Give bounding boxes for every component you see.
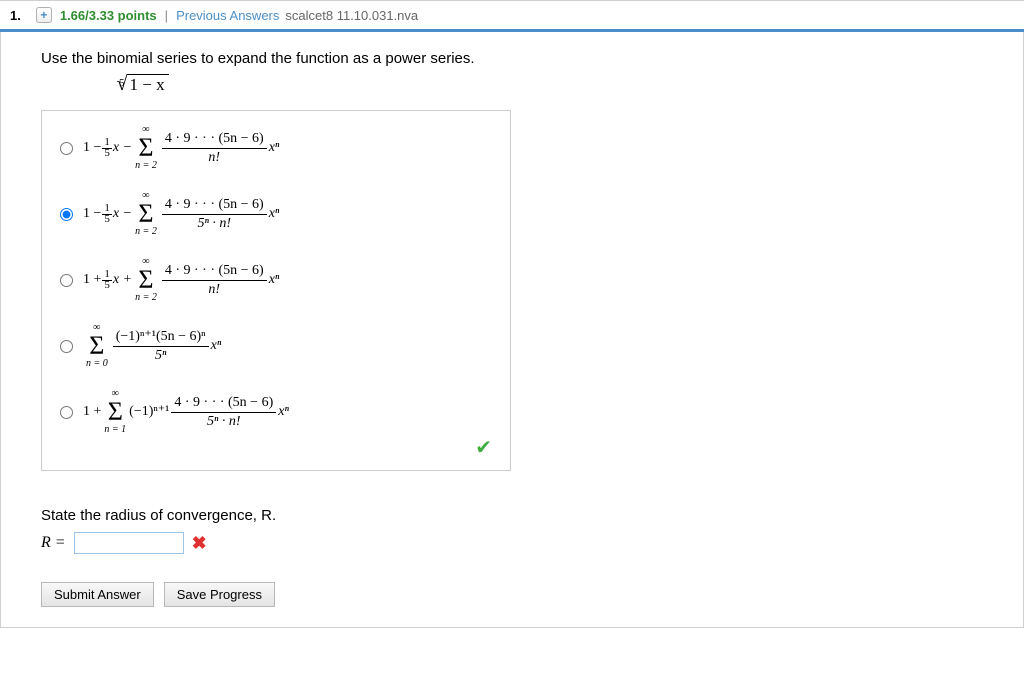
x-icon: ✖ <box>192 533 207 554</box>
choice-a-radio[interactable] <box>60 142 73 155</box>
sigma-icon: ∞Σn = 2 <box>135 125 157 171</box>
radius-input[interactable] <box>74 532 184 554</box>
sigma-icon: ∞Σn = 2 <box>135 191 157 237</box>
part1-prompt: Use the binomial series to expand the fu… <box>41 50 993 67</box>
choice-e[interactable]: 1 + ∞Σn = 1 (−1)ⁿ⁺¹ 4 · 9 · · · (5n − 6)… <box>60 389 492 435</box>
points-earned: 1.66/3.33 points <box>60 8 157 23</box>
button-row: Submit Answer Save Progress <box>41 582 993 607</box>
assignment-code: scalcet8 11.10.031.nva <box>285 8 418 23</box>
choice-a[interactable]: 1 − 15 x − ∞Σn = 2 4 · 9 · · · (5n − 6)n… <box>60 125 492 171</box>
choice-b-radio[interactable] <box>60 208 73 221</box>
given-expression: 5√1 − x <box>111 73 993 96</box>
radius-label: R = <box>41 534 66 552</box>
question-number: 1. <box>10 8 21 23</box>
sigma-icon: ∞Σn = 0 <box>86 323 108 369</box>
question-body: Use the binomial series to expand the fu… <box>0 32 1024 628</box>
question-header: 1. + 1.66/3.33 points | Previous Answers… <box>0 0 1024 32</box>
choice-b[interactable]: 1 − 15 x − ∞Σn = 2 4 · 9 · · · (5n − 6)5… <box>60 191 492 237</box>
root-radicand: 1 − x <box>127 74 168 94</box>
choice-d-radio[interactable] <box>60 340 73 353</box>
previous-answers-link[interactable]: Previous Answers <box>176 8 279 23</box>
part1-feedback: ✔ <box>60 435 492 460</box>
choice-c[interactable]: 1 + 15 x + ∞Σn = 2 4 · 9 · · · (5n − 6)n… <box>60 257 492 303</box>
submit-answer-button[interactable]: Submit Answer <box>41 582 154 607</box>
choice-c-radio[interactable] <box>60 274 73 287</box>
separator: | <box>165 8 168 23</box>
part2-prompt: State the radius of convergence, R. <box>41 507 993 524</box>
sigma-icon: ∞Σn = 1 <box>104 389 126 435</box>
save-progress-button[interactable]: Save Progress <box>164 582 275 607</box>
sigma-icon: ∞Σn = 2 <box>135 257 157 303</box>
root-index: 5 <box>119 77 125 89</box>
check-icon: ✔ <box>475 437 492 459</box>
choice-e-radio[interactable] <box>60 406 73 419</box>
choices-box: 1 − 15 x − ∞Σn = 2 4 · 9 · · · (5n − 6)n… <box>41 110 511 471</box>
choice-d[interactable]: ∞Σn = 0 (−1)ⁿ⁺¹(5n − 6)ⁿ5ⁿ xⁿ <box>60 323 492 369</box>
expand-icon[interactable]: + <box>36 7 52 23</box>
part2-answer-row: R = ✖ <box>41 532 993 554</box>
